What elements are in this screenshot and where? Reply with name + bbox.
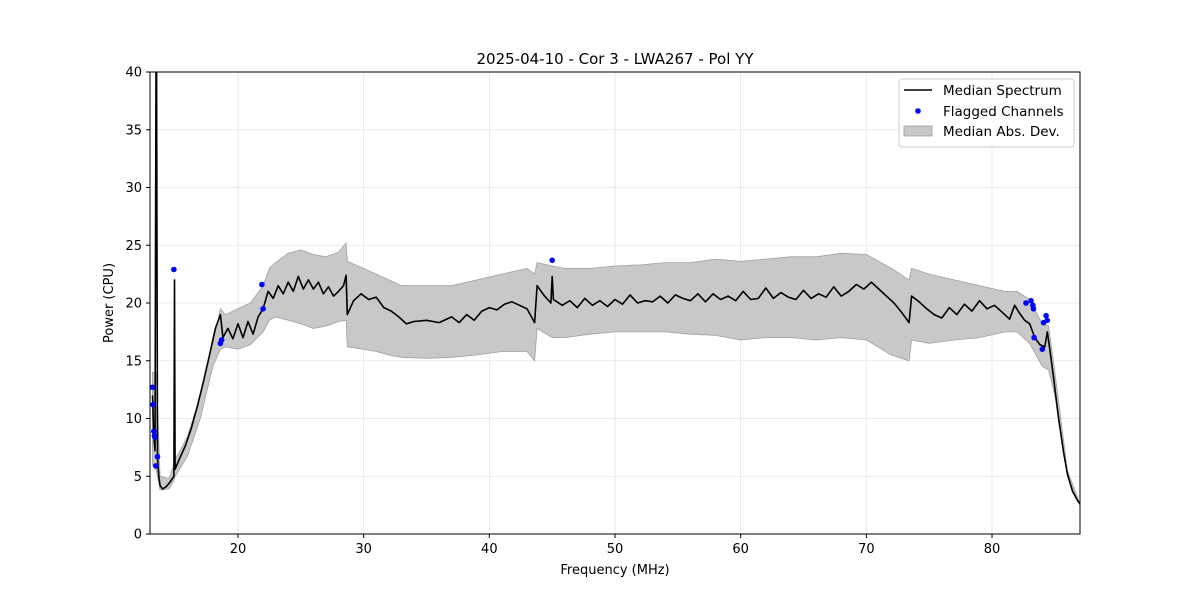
median-spectrum-line <box>151 72 1080 505</box>
x-tick-label: 20 <box>230 542 247 557</box>
y-tick-label: 40 <box>125 66 142 81</box>
y-tick-label: 15 <box>125 354 142 369</box>
legend-entry-mad: Median Abs. Dev. <box>943 124 1060 140</box>
legend-band-swatch <box>903 125 933 137</box>
y-tick-label: 35 <box>125 123 142 138</box>
flagged-channels <box>150 257 1051 469</box>
plot-area <box>150 72 1080 506</box>
flagged-channel-point <box>171 266 177 273</box>
x-tick-label: 60 <box>732 542 749 557</box>
flagged-channel-point <box>549 257 555 264</box>
x-axis-label: Frequency (MHz) <box>560 563 669 578</box>
legend: Median Spectrum Flagged Channels Median … <box>898 78 1075 148</box>
flagged-channel-point <box>1030 306 1037 312</box>
x-tick-label: 70 <box>858 542 875 557</box>
y-tick-label: 25 <box>125 239 142 254</box>
legend-marker-swatch <box>915 108 921 114</box>
flagged-channel-point <box>152 463 159 469</box>
y-tick-label: 10 <box>125 412 142 427</box>
flagged-channel-point <box>218 337 225 343</box>
x-axis-ticks: 20 30 40 50 60 70 80 <box>230 534 1001 557</box>
flagged-channel-point <box>259 281 265 288</box>
flagged-channel-point <box>1044 317 1051 324</box>
flagged-channel-point <box>154 453 161 460</box>
flagged-channel-point <box>260 306 266 312</box>
flagged-channel-point <box>150 384 156 391</box>
y-axis-ticks: 0 5 10 15 20 25 30 35 40 <box>125 66 150 543</box>
flagged-channel-point <box>1043 312 1049 319</box>
flagged-channel-point <box>1023 300 1029 306</box>
x-tick-label: 80 <box>984 542 1001 557</box>
flagged-channel-point <box>152 434 158 440</box>
legend-entry-median: Median Spectrum <box>943 83 1062 99</box>
flagged-channel-point <box>1028 297 1034 304</box>
x-tick-label: 40 <box>481 542 498 557</box>
chart-title: 2025-04-10 - Cor 3 - LWA267 - Pol YY <box>477 50 755 68</box>
flagged-channel-point <box>1039 346 1046 353</box>
legend-frame <box>898 78 1075 148</box>
x-tick-label: 50 <box>607 542 624 557</box>
legend-entry-flagged: Flagged Channels <box>943 104 1064 120</box>
x-tick-label: 30 <box>355 542 372 557</box>
y-tick-label: 30 <box>125 181 142 196</box>
y-tick-label: 0 <box>134 528 142 543</box>
flagged-channel-point <box>151 428 157 435</box>
y-tick-label: 5 <box>134 470 142 485</box>
flagged-channel-point <box>150 401 156 408</box>
y-tick-label: 20 <box>125 297 142 312</box>
y-axis-label: Power (CPU) <box>102 263 117 343</box>
flagged-channel-point <box>1031 334 1037 341</box>
